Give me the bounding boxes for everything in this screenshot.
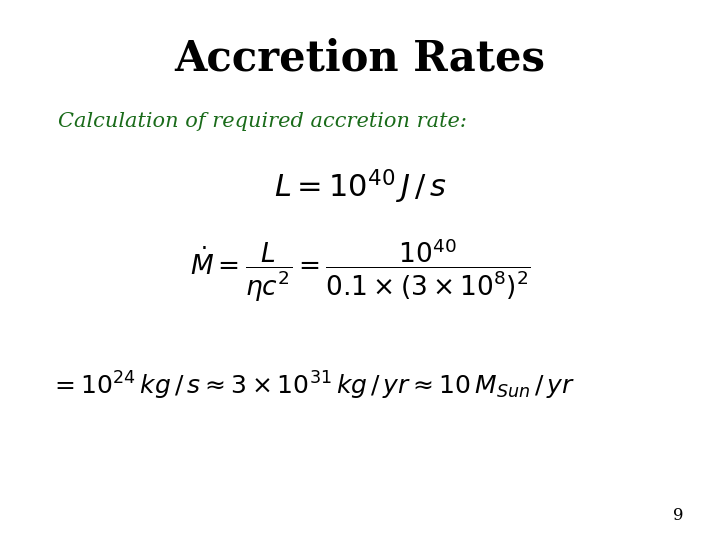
- Text: Calculation of required accretion rate:: Calculation of required accretion rate:: [58, 112, 467, 131]
- Text: 9: 9: [673, 507, 684, 524]
- Text: $= 10^{24}\,kg\,/\,s \approx 3 \times 10^{31}\,kg\,/\,yr \approx 10\,M_{Sun}\,/\: $= 10^{24}\,kg\,/\,s \approx 3 \times 10…: [50, 370, 575, 402]
- Text: $L = 10^{40}\,J\,/\,s$: $L = 10^{40}\,J\,/\,s$: [274, 167, 446, 206]
- Text: Accretion Rates: Accretion Rates: [174, 38, 546, 80]
- Text: $\dot{M} = \dfrac{L}{\eta c^{2}} = \dfrac{10^{40}}{0.1 \times \left(3 \times 10^: $\dot{M} = \dfrac{L}{\eta c^{2}} = \dfra…: [189, 237, 531, 303]
